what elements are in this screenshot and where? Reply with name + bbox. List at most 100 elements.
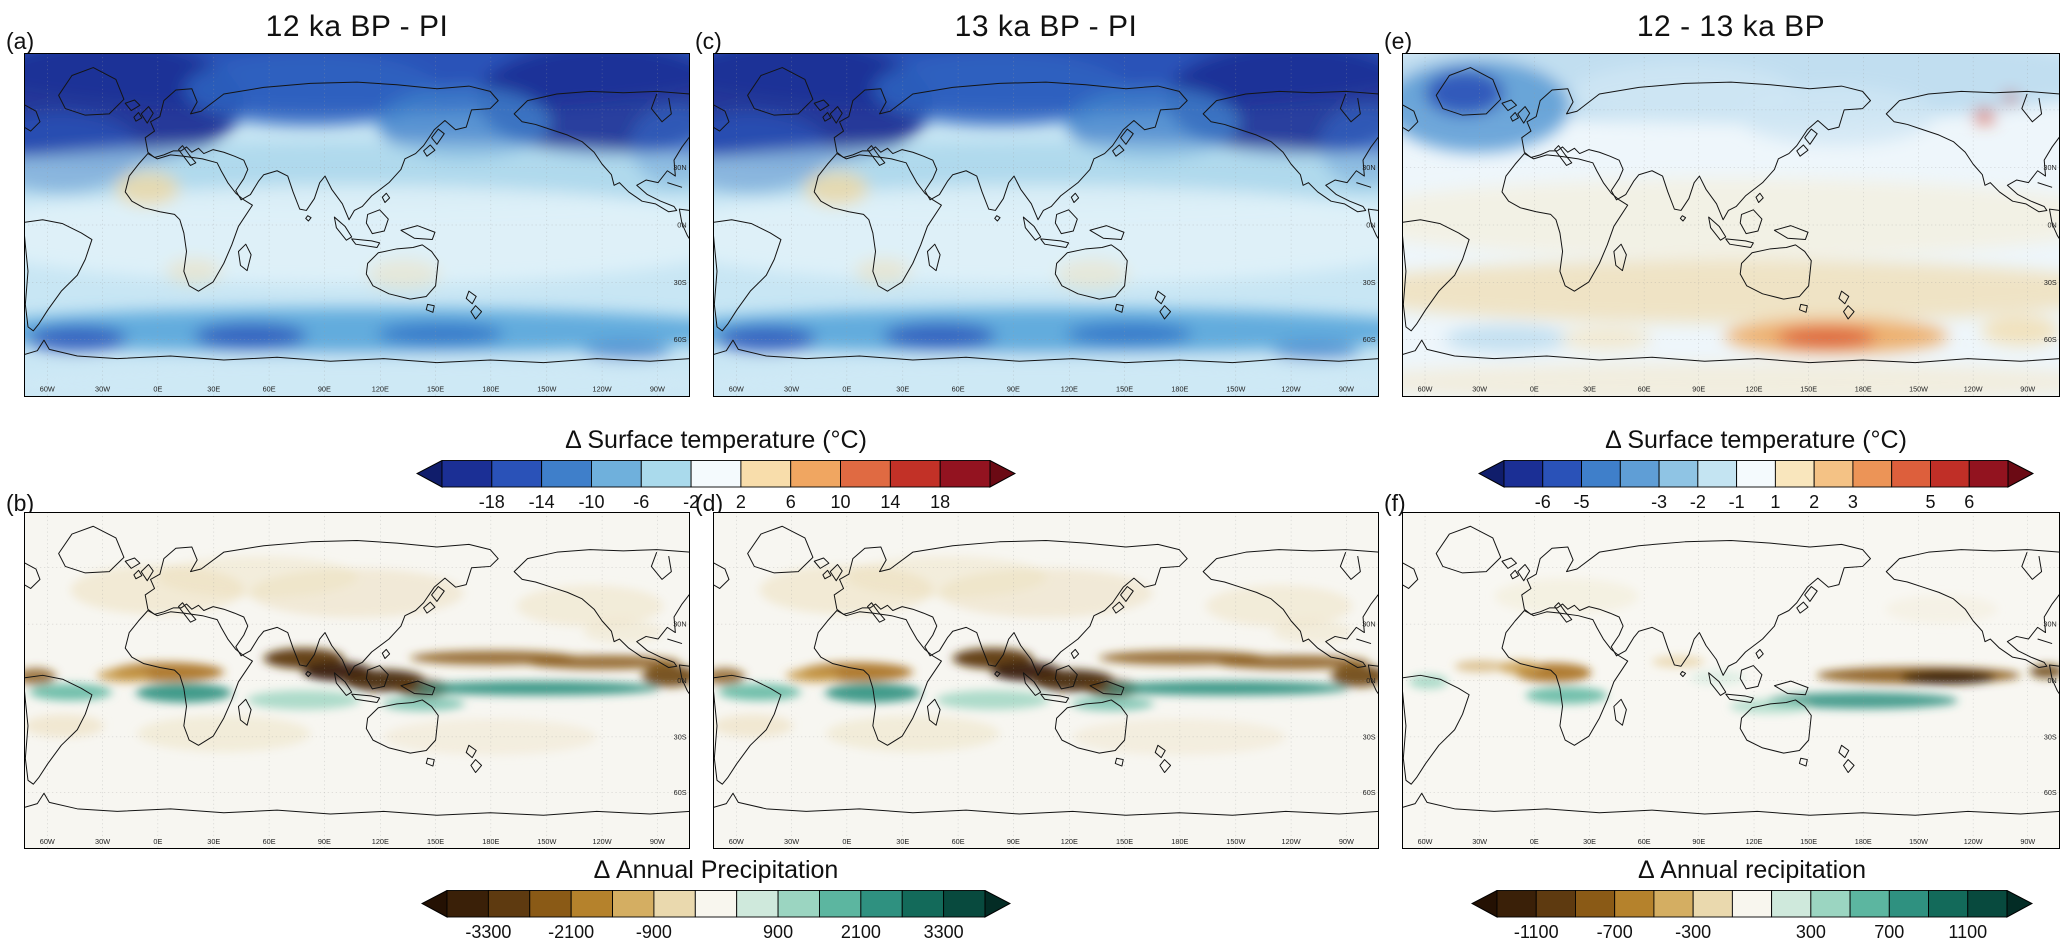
svg-text:900: 900 bbox=[763, 922, 793, 940]
map-temperature-12-minus-13ka: 60W 30W 0E 30E 60E 90E 120E 150E 180E 150W 120W 90W… bbox=[1402, 53, 2060, 397]
svg-text:120E: 120E bbox=[1746, 385, 1763, 394]
svg-text:30E: 30E bbox=[207, 385, 220, 394]
svg-text:30W: 30W bbox=[95, 837, 110, 846]
svg-text:90W: 90W bbox=[650, 385, 665, 394]
svg-text:3300: 3300 bbox=[924, 922, 964, 940]
svg-text:0N: 0N bbox=[677, 221, 686, 230]
svg-text:90W: 90W bbox=[1339, 837, 1354, 846]
svg-text:0E: 0E bbox=[842, 385, 851, 394]
map-precipitation-12ka-minus-pi: 60W 30W 0E 30E 60E 90E 120E 150E 180E 150W 120W 90W… bbox=[24, 512, 690, 849]
svg-text:-3: -3 bbox=[1651, 492, 1667, 512]
svg-text:14: 14 bbox=[880, 492, 900, 512]
svg-text:180E: 180E bbox=[482, 837, 499, 846]
svg-text:30N: 30N bbox=[673, 163, 686, 172]
panel-letter-b: (b) bbox=[6, 490, 35, 516]
svg-text:150E: 150E bbox=[1116, 385, 1133, 394]
svg-text:120E: 120E bbox=[1061, 837, 1078, 846]
colorbar-temperature-ac-bar: -18 -14 -10 -6 -2 2 6 10 14 18 bbox=[415, 459, 1017, 520]
svg-text:60S: 60S bbox=[674, 788, 687, 797]
svg-text:90W: 90W bbox=[1339, 385, 1354, 394]
svg-text:-2: -2 bbox=[683, 492, 699, 512]
svg-text:0E: 0E bbox=[842, 837, 851, 846]
svg-text:0E: 0E bbox=[1530, 385, 1539, 394]
svg-text:2: 2 bbox=[1809, 492, 1819, 512]
svg-text:60E: 60E bbox=[952, 385, 965, 394]
svg-text:6: 6 bbox=[1964, 492, 1974, 512]
svg-text:-10: -10 bbox=[578, 492, 604, 512]
panel-letter-d: (d) bbox=[695, 490, 724, 516]
svg-text:1100: 1100 bbox=[1948, 922, 1987, 940]
svg-text:90E: 90E bbox=[1007, 837, 1020, 846]
svg-text:5: 5 bbox=[1925, 492, 1935, 512]
svg-text:3: 3 bbox=[1848, 492, 1858, 512]
svg-text:120W: 120W bbox=[593, 385, 612, 394]
svg-text:60E: 60E bbox=[1638, 385, 1651, 394]
svg-text:180E: 180E bbox=[1855, 385, 1872, 394]
svg-text:60W: 60W bbox=[40, 837, 55, 846]
svg-text:-3300: -3300 bbox=[465, 922, 511, 940]
svg-text:18: 18 bbox=[930, 492, 950, 512]
svg-text:60S: 60S bbox=[1363, 788, 1376, 797]
svg-text:60W: 60W bbox=[1418, 385, 1433, 394]
svg-text:30W: 30W bbox=[1472, 838, 1487, 846]
svg-text:120E: 120E bbox=[372, 385, 389, 394]
svg-text:-900: -900 bbox=[636, 922, 672, 940]
svg-text:150W: 150W bbox=[1909, 838, 1928, 846]
svg-text:30E: 30E bbox=[1583, 385, 1596, 394]
svg-text:60W: 60W bbox=[729, 837, 744, 846]
map-temperature-13ka-minus-pi: 60W 30W 0E 30E 60E 90E 120E 150E 180E 150W 120W 90W… bbox=[713, 53, 1379, 397]
svg-text:60W: 60W bbox=[1418, 838, 1433, 846]
svg-text:120W: 120W bbox=[1282, 837, 1301, 846]
colorbar-precipitation-f-label: Δ Annual recipitation bbox=[1638, 856, 1866, 884]
svg-text:30S: 30S bbox=[674, 278, 687, 287]
svg-text:90E: 90E bbox=[1692, 385, 1705, 394]
colorbar-precipitation-bd: Δ Annual Precipitation -3300 -2100 -900 900… bbox=[420, 856, 1012, 940]
colorbar-temperature-e: Δ Surface temperature (°C) -6 -5 -3 -2 -1 1 2 3… bbox=[1477, 426, 2035, 520]
svg-text:-300: -300 bbox=[1675, 922, 1711, 940]
svg-text:0E: 0E bbox=[153, 385, 162, 394]
svg-text:30N: 30N bbox=[2043, 163, 2056, 172]
svg-text:30E: 30E bbox=[207, 837, 220, 846]
colorbar-precipitation-bd-label: Δ Annual Precipitation bbox=[593, 856, 839, 884]
svg-text:30W: 30W bbox=[95, 385, 110, 394]
svg-text:-2100: -2100 bbox=[548, 922, 594, 940]
svg-text:30N: 30N bbox=[2043, 621, 2056, 629]
svg-text:60S: 60S bbox=[2044, 335, 2057, 344]
svg-text:30S: 30S bbox=[2044, 734, 2057, 742]
svg-text:60E: 60E bbox=[1638, 838, 1651, 846]
map-temperature-12ka-minus-pi: 60W 30W 0E 30E 60E 90E 120E 150E 180E 150W 120W 90W… bbox=[24, 53, 690, 397]
colorbar-precipitation-f: Δ Annual recipitation -1100 -700 -300 300 70… bbox=[1470, 856, 2034, 940]
svg-text:90E: 90E bbox=[1692, 838, 1705, 846]
svg-text:150E: 150E bbox=[427, 837, 444, 846]
colorbar-temperature-ac: Δ Surface temperature (°C) -18 -14 -10 -6 -2… bbox=[415, 426, 1017, 520]
panel-letter-c: (c) bbox=[695, 28, 722, 54]
svg-text:30N: 30N bbox=[673, 620, 686, 629]
svg-text:120W: 120W bbox=[593, 837, 612, 846]
svg-text:0N: 0N bbox=[1366, 221, 1375, 230]
svg-text:10: 10 bbox=[831, 492, 851, 512]
svg-text:2: 2 bbox=[736, 492, 746, 512]
svg-text:300: 300 bbox=[1796, 922, 1826, 940]
colorbar-precipitation-bd-bar: -3300 -2100 -900 900 2100 3300 bbox=[420, 889, 1012, 940]
svg-text:30S: 30S bbox=[1363, 278, 1376, 287]
svg-text:150E: 150E bbox=[427, 385, 444, 394]
svg-text:2100: 2100 bbox=[841, 922, 881, 940]
colorbar-temperature-ac-label: Δ Surface temperature (°C) bbox=[565, 426, 867, 454]
svg-text:30W: 30W bbox=[1472, 385, 1487, 394]
svg-text:-2: -2 bbox=[1690, 492, 1706, 512]
svg-text:30N: 30N bbox=[1362, 163, 1375, 172]
svg-text:30S: 30S bbox=[674, 733, 687, 742]
svg-text:-5: -5 bbox=[1574, 492, 1590, 512]
svg-text:-1100: -1100 bbox=[1514, 922, 1559, 940]
svg-text:180E: 180E bbox=[1855, 838, 1872, 846]
svg-text:1: 1 bbox=[1770, 492, 1780, 512]
svg-text:0N: 0N bbox=[2047, 677, 2056, 685]
svg-text:120E: 120E bbox=[1746, 838, 1763, 846]
svg-text:90E: 90E bbox=[318, 837, 331, 846]
panel-letter-f: (f) bbox=[1384, 490, 1406, 516]
svg-text:30S: 30S bbox=[1363, 733, 1376, 742]
svg-text:180E: 180E bbox=[1171, 837, 1188, 846]
map-precipitation-13ka-minus-pi: 60W 30W 0E 30E 60E 90E 120E 150E 180E 150W 120W 90W… bbox=[713, 512, 1379, 849]
svg-text:-700: -700 bbox=[1597, 922, 1633, 940]
